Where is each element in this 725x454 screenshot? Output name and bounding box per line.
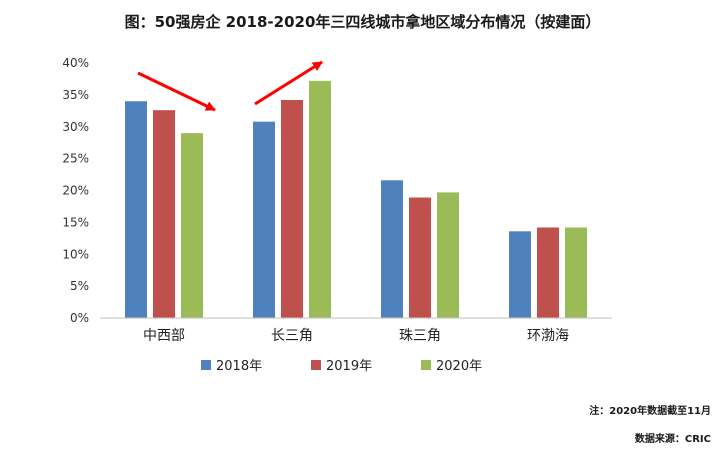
bars [125,80,587,319]
bar [281,99,303,318]
x-tick-label: 长三角 [271,328,313,344]
trend-arrows [137,60,323,112]
y-tick-label: 10% [62,247,89,261]
bar [181,133,203,318]
bar [125,101,147,318]
y-tick-label: 0% [70,311,89,325]
y-axis: 0% 5% 10% 15% 20% 25% 30% 35% 40% [62,56,89,325]
bar [309,80,331,318]
legend-label: 2018年 [216,359,262,374]
y-tick-label: 25% [62,152,89,166]
y-tick-label: 30% [62,120,89,134]
x-axis: 中西部 长三角 珠三角 环渤海 [100,317,612,344]
legend-swatch [311,360,321,370]
bar [565,227,587,318]
bar [537,227,559,318]
data-source: 数据来源：CRIC [634,434,711,445]
legend-label: 2019年 [326,359,372,374]
bar [381,180,403,318]
y-tick-label: 5% [70,279,89,293]
bar [437,192,459,318]
bar [509,231,531,318]
y-tick-label: 15% [62,215,89,229]
x-tick-label: 中西部 [143,328,185,344]
bar [253,121,275,319]
legend: 2018年 2019年 2020年 [201,359,482,374]
trend-arrow-down [137,71,216,112]
legend-label: 2020年 [436,359,482,374]
trend-arrow-up [254,60,323,106]
footnote: 注：2020年数据截至11月 [589,406,711,417]
y-tick-label: 40% [62,56,89,70]
bar [409,197,431,318]
x-tick-label: 珠三角 [399,328,441,344]
legend-swatch [201,360,211,370]
bar [153,110,175,318]
y-tick-label: 35% [62,88,89,102]
legend-swatch [421,360,431,370]
y-tick-label: 20% [62,184,89,198]
x-tick-label: 环渤海 [527,328,569,344]
chart-title: 图：50强房企 2018-2020年三四线城市拿地区域分布情况（按建面） [124,13,601,31]
